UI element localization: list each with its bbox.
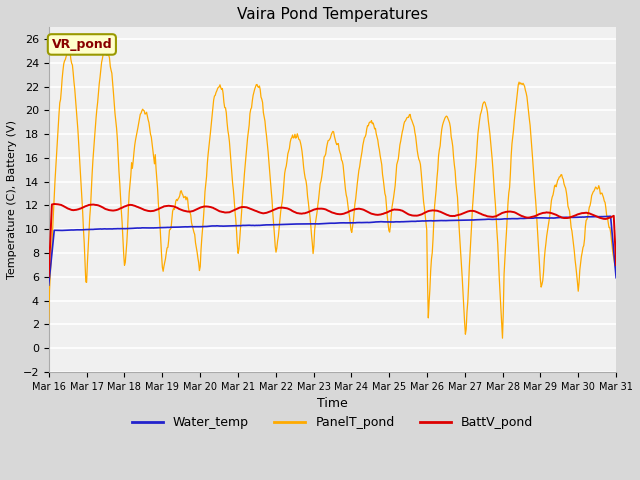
PanelT_pond — [499, 336, 506, 341]
Y-axis label: Temperature (C), Battery (V): Temperature (C), Battery (V) — [7, 120, 17, 279]
Water_temp — [45, 282, 52, 288]
Line: PanelT_pond: PanelT_pond — [49, 49, 616, 338]
PanelT_pond — [612, 268, 620, 274]
BattV_pond — [419, 211, 427, 216]
PanelT_pond — [403, 117, 410, 122]
BattV_pond — [51, 201, 58, 207]
PanelT_pond — [419, 190, 427, 196]
Text: VR_pond: VR_pond — [52, 38, 112, 51]
Line: Water_temp: Water_temp — [49, 216, 616, 285]
BattV_pond — [45, 274, 52, 279]
PanelT_pond — [55, 111, 63, 117]
PanelT_pond — [202, 180, 210, 186]
Line: BattV_pond: BattV_pond — [49, 204, 616, 276]
PanelT_pond — [115, 152, 122, 157]
Water_temp — [401, 219, 409, 225]
BattV_pond — [612, 262, 620, 268]
BattV_pond — [403, 210, 410, 216]
Legend: Water_temp, PanelT_pond, BattV_pond: Water_temp, PanelT_pond, BattV_pond — [127, 411, 538, 434]
Water_temp — [607, 213, 614, 219]
Water_temp — [113, 226, 121, 231]
Water_temp — [201, 224, 209, 229]
BattV_pond — [56, 202, 63, 207]
Water_temp — [418, 218, 426, 224]
BattV_pond — [172, 204, 180, 210]
Water_temp — [612, 275, 620, 281]
Title: Vaira Pond Temperatures: Vaira Pond Temperatures — [237, 7, 428, 22]
Water_temp — [171, 224, 179, 230]
Water_temp — [55, 228, 63, 233]
PanelT_pond — [65, 46, 73, 52]
PanelT_pond — [172, 198, 180, 204]
X-axis label: Time: Time — [317, 397, 348, 410]
PanelT_pond — [45, 321, 52, 326]
BattV_pond — [202, 204, 210, 209]
BattV_pond — [115, 206, 122, 212]
